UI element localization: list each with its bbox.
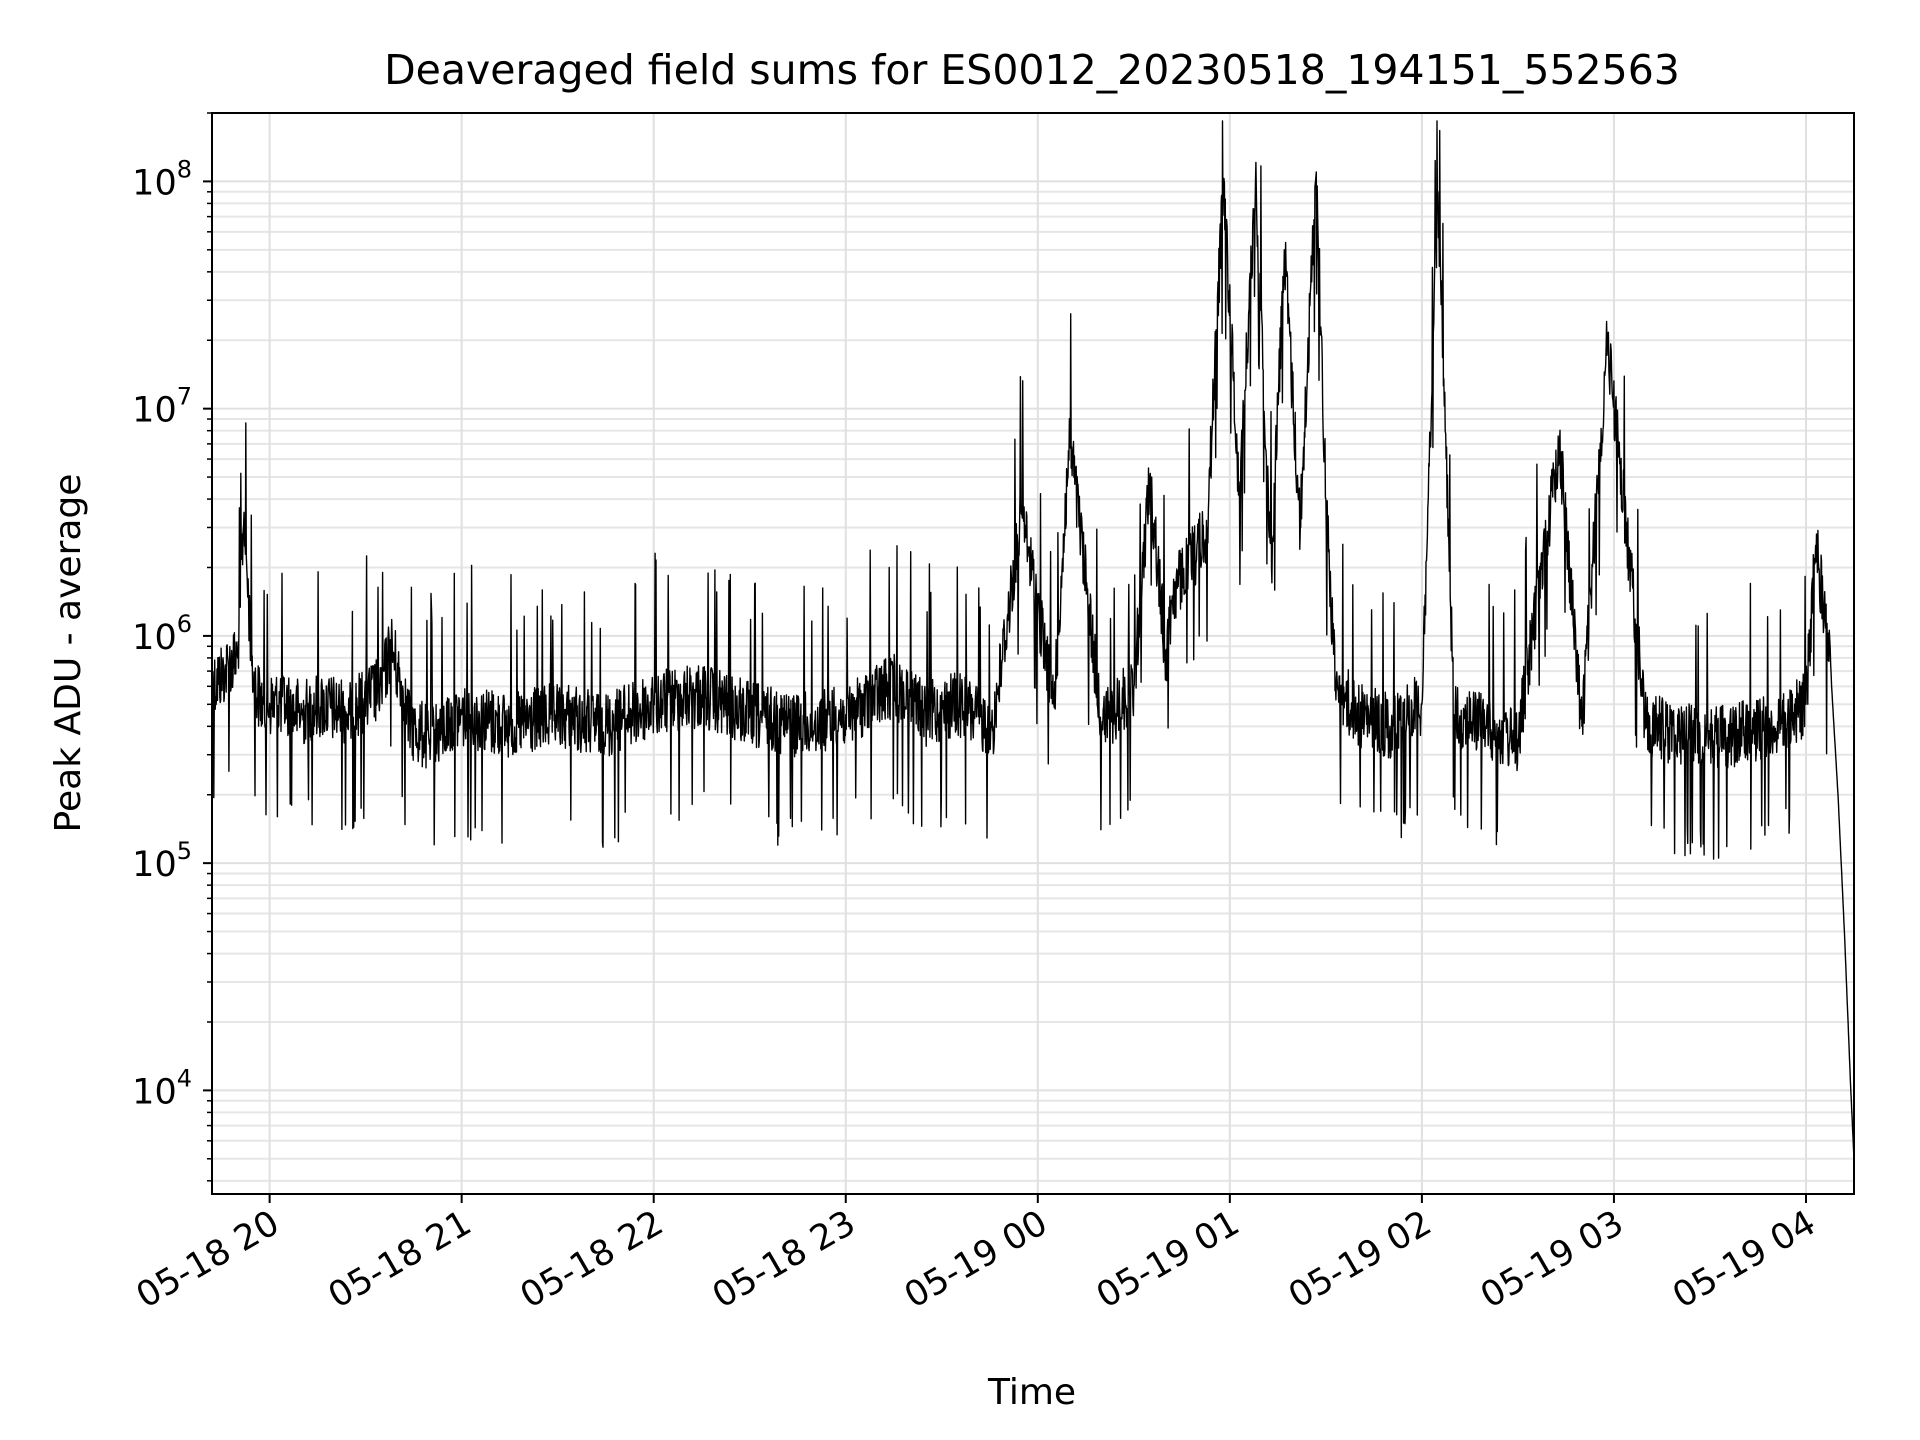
plot-frame (211, 112, 1855, 1195)
y-tick-exponent: 8 (177, 155, 192, 183)
series-line (212, 120, 1854, 1159)
y-tick-exponent: 7 (177, 383, 192, 411)
x-axis-label: Time (987, 1372, 1076, 1413)
y-tick-exponent: 4 (177, 1064, 192, 1092)
chart-title: Deaveraged field sums for ES0012_2023051… (384, 46, 1680, 94)
grid (212, 112, 1854, 1194)
y-tick-exponent: 5 (177, 837, 192, 865)
y-tick-exponent: 6 (177, 610, 192, 638)
y-axis-label: Peak ADU - average (48, 474, 89, 833)
